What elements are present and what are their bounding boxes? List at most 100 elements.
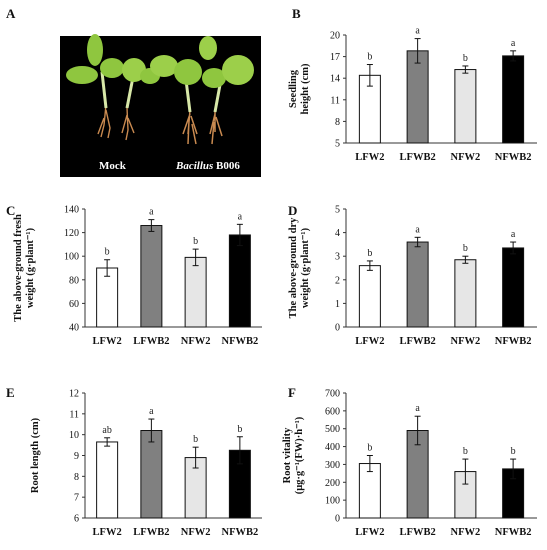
significance-label: b	[463, 446, 468, 457]
y-tick-label: 7	[74, 493, 79, 504]
bar-nfwb2	[502, 247, 525, 328]
significance-label: b	[367, 52, 372, 63]
y-tick-label: 1	[335, 299, 340, 310]
bar-nfw2	[454, 69, 477, 144]
category-label: NFWB2	[495, 527, 532, 538]
bar-lfwb2	[406, 50, 429, 144]
y-tick-label: 60	[69, 299, 79, 310]
category-label: LFW2	[355, 152, 384, 163]
category-label: NFW2	[451, 336, 481, 347]
y-tick-label: 0	[335, 323, 340, 334]
significance-label: a	[415, 224, 420, 235]
category-label: LFW2	[355, 336, 384, 347]
y-axis-label-line: weight (g·plant⁻¹)	[25, 227, 36, 308]
y-tick-label: 5	[335, 139, 340, 150]
chart-dry-weight: 0 1 2 3 4 5 The above-ground dry weight (g·plan…	[288, 205, 537, 347]
y-tick-label: 6	[74, 514, 79, 525]
y-tick-label: 20	[330, 31, 340, 42]
y-axis-label-line: The above-ground fresh	[13, 214, 24, 322]
y-axis-label-line: Seedling	[288, 69, 299, 108]
significance-label: a	[511, 229, 516, 240]
category-label: NFWB2	[495, 152, 532, 163]
panel-b-letter: B	[292, 6, 301, 21]
significance-label: b	[193, 236, 198, 247]
y-tick-label: 17	[330, 52, 340, 63]
significance-label: b	[105, 247, 110, 258]
bar-lfw2	[358, 265, 381, 328]
y-tick-label: 0	[335, 514, 340, 525]
bar-lfwb2	[406, 241, 429, 328]
panel-a: A Mock Bacillus B006	[6, 6, 261, 177]
y-tick-label: 10	[69, 430, 79, 441]
category-label: NFWB2	[222, 336, 259, 347]
category-label: LFWB2	[400, 336, 436, 347]
bar-lfwb2	[140, 430, 163, 519]
y-tick-label: 11	[69, 409, 79, 420]
y-axis-label-line: height (cm)	[300, 63, 311, 115]
y-tick-label: 140	[64, 205, 79, 216]
significance-label: b	[193, 434, 198, 445]
chart-root-length: 6 7 8 9 10 11 12 Root length (cm) ab LFW2 a LFWB2 b N…	[30, 389, 262, 538]
significance-label: b	[463, 53, 468, 64]
chart-fresh-weight: 40 60 80 100 120 140 The above-ground fresh wei…	[13, 205, 262, 347]
y-tick-label: 5	[335, 205, 340, 216]
category-label: LFWB2	[400, 152, 436, 163]
y-tick-label: 4	[335, 228, 340, 239]
y-tick-label: 600	[325, 406, 340, 417]
significance-label: a	[149, 207, 154, 218]
bar-nfwb2	[228, 234, 251, 328]
y-tick-label: 200	[325, 478, 340, 489]
y-tick-label: 8	[74, 472, 79, 483]
panel-e-letter: E	[6, 385, 15, 400]
y-tick-label: 3	[335, 252, 340, 263]
significance-label: b	[367, 248, 372, 259]
y-tick-label: 500	[325, 424, 340, 435]
panel-d-letter: D	[288, 203, 297, 218]
category-label: LFW2	[355, 527, 384, 538]
significance-label: a	[238, 211, 243, 222]
panel-c-letter: C	[6, 203, 15, 218]
category-label: NFWB2	[222, 527, 259, 538]
y-tick-label: 2	[335, 275, 340, 286]
category-label: LFWB2	[133, 527, 169, 538]
mock-caption: Mock	[99, 160, 127, 172]
category-label: NFW2	[451, 152, 481, 163]
significance-label: a	[149, 406, 154, 417]
significance-label: b	[463, 243, 468, 254]
y-axis-label-line: (μg·g⁻¹(FW)·h⁻¹)	[294, 416, 305, 494]
significance-label: ab	[102, 425, 111, 436]
bar-lfw2	[96, 267, 119, 328]
bar-lfwb2	[140, 225, 163, 328]
significance-label: a	[415, 403, 420, 414]
y-axis-label-line: weight (g·plant⁻¹)	[300, 227, 311, 308]
panel-a-letter: A	[6, 6, 16, 21]
y-tick-label: 8	[335, 117, 340, 128]
panel-f-letter: F	[288, 385, 296, 400]
y-tick-label: 12	[69, 389, 79, 400]
chart-root-vitality: 0 100 200 300 400 500 600 700 Root vitality (μg·g…	[282, 389, 537, 538]
y-tick-label: 40	[69, 323, 79, 334]
category-label: LFWB2	[400, 527, 436, 538]
category-label: LFW2	[93, 527, 122, 538]
y-tick-label: 700	[325, 389, 340, 400]
seedling-photo-illustration	[66, 34, 254, 145]
y-tick-label: 14	[330, 74, 340, 85]
category-label: NFW2	[451, 527, 481, 538]
chart-seedling-height: 5 8 11 14 17 20 Seedling height (cm) b LFW2 a LFWB2…	[288, 26, 537, 163]
bar-nfwb2	[502, 55, 525, 144]
treatment-caption: Bacillus B006	[175, 160, 240, 172]
significance-label: b	[237, 424, 242, 435]
treatment-caption-genus: Bacillus	[175, 160, 213, 172]
category-label: NFW2	[181, 527, 211, 538]
y-axis-label-line: Root vitality	[282, 427, 293, 483]
y-tick-label: 100	[325, 496, 340, 507]
significance-label: a	[511, 38, 516, 49]
significance-label: b	[367, 443, 372, 454]
y-axis-label-line: The above-ground dry	[288, 217, 299, 318]
bar-nfw2	[454, 259, 477, 328]
category-label: LFWB2	[133, 336, 169, 347]
category-label: NFWB2	[495, 336, 532, 347]
significance-label: a	[415, 26, 420, 37]
treatment-caption-code: B006	[213, 160, 240, 172]
